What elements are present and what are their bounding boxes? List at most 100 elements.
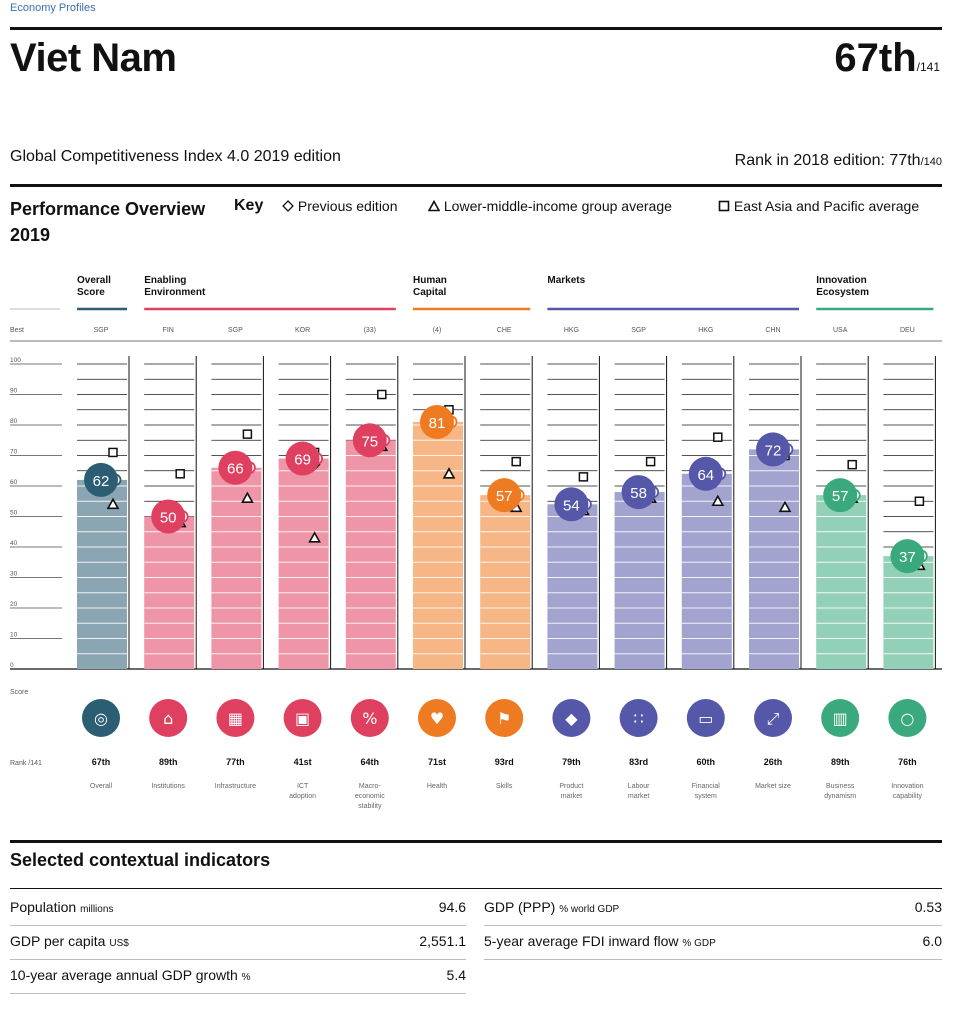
heart-icon-glyph: ♥	[430, 709, 444, 728]
score-bubble	[756, 432, 790, 467]
pillar-name: Market size	[755, 783, 791, 790]
pillar-name: Overall	[90, 783, 113, 790]
key-previous-edition: Previous edition	[282, 198, 398, 214]
key-previous-edition-label: Previous edition	[297, 198, 398, 214]
region-average-marker	[914, 496, 925, 506]
score-bubble	[151, 499, 186, 534]
score-value: 57	[496, 488, 513, 505]
chart-icon	[821, 699, 860, 737]
previous-rank: Rank in 2018 edition: 77th/140	[735, 152, 942, 170]
award-icon	[82, 699, 120, 737]
breadcrumb[interactable]: Economy Profiles	[10, 2, 96, 14]
score-value: 54	[563, 497, 580, 514]
indicator-value: 5.4	[446, 967, 466, 983]
pillar-name: Innovation	[891, 783, 923, 790]
score-bar	[749, 449, 799, 669]
building-icon	[216, 699, 255, 737]
best-economy: CHE	[497, 327, 512, 334]
best-economy: SGP	[94, 327, 109, 334]
building-icon-glyph: ▦	[228, 709, 243, 728]
pillar-name: adoption	[289, 793, 316, 800]
income-group-marker	[106, 497, 120, 510]
pillar-name: market	[561, 793, 582, 800]
score-bar	[614, 492, 665, 669]
pillar-name: market	[628, 793, 649, 800]
group-label: Innovation	[816, 275, 867, 286]
y-tick-label: 80	[10, 418, 18, 425]
region-average-marker	[242, 429, 253, 439]
score-bar	[883, 556, 934, 669]
score-value: 75	[361, 433, 378, 450]
indicator-gdp-per-capita: GDP per capita US$ 2,551.1	[10, 925, 466, 960]
previous-rank-total: /140	[920, 156, 942, 168]
score-bar	[816, 495, 867, 669]
diamond-icon	[282, 200, 294, 212]
expand-icon	[754, 699, 792, 737]
group-label: Environment	[144, 287, 206, 298]
overall-rank: 67th/141	[834, 36, 940, 81]
score-bubble	[285, 441, 320, 476]
bulb-icon-glyph: ○	[900, 709, 914, 728]
score-value: 50	[160, 510, 177, 527]
score-value: 64	[697, 467, 714, 484]
score-bubble	[554, 487, 589, 522]
pillar-name: ICT	[297, 783, 309, 790]
y-tick-label: 90	[10, 388, 18, 395]
bulb-icon	[888, 699, 927, 737]
square-icon	[718, 200, 730, 212]
overview-title: Performance Overview 2019	[10, 199, 206, 245]
key-income-group-label: Lower-middle-income group average	[443, 198, 672, 214]
group-label: Markets	[547, 275, 585, 286]
context-table-rule	[10, 888, 942, 889]
income-group-marker	[711, 494, 725, 507]
score-bar	[413, 421, 463, 669]
pillar-rank: 71st	[428, 757, 446, 767]
best-economy: KOR	[295, 327, 310, 334]
y-tick-label: 40	[10, 540, 18, 547]
expand-icon-glyph: ⤢	[767, 709, 780, 728]
y-tick-label: 20	[10, 601, 18, 608]
indicator-value: 6.0	[922, 933, 942, 949]
score-bar	[681, 473, 732, 669]
best-economy: HKG	[564, 327, 579, 334]
region-average-marker	[377, 389, 387, 400]
percent-icon	[350, 699, 389, 737]
y-tick-label: 60	[10, 479, 18, 486]
y-tick-label: 30	[10, 571, 18, 578]
pillar-name: Macro-	[359, 783, 381, 790]
best-label: Best	[10, 327, 24, 334]
region-average-marker	[847, 459, 857, 470]
pillar-name: Financial	[692, 783, 720, 790]
score-value: 72	[765, 442, 782, 459]
indicator-label: GDP (PPP)	[484, 899, 556, 915]
indicator-value: 94.6	[438, 899, 466, 915]
indicator-unit: % world GDP	[559, 904, 620, 915]
heart-icon	[418, 699, 456, 737]
score-bubble	[84, 462, 118, 497]
y-tick-label: 0	[10, 662, 14, 669]
pillar-rank: 89th	[159, 757, 178, 767]
best-economy: (33)	[364, 327, 376, 334]
score-bubble	[218, 450, 253, 485]
y-tick-label: 100	[10, 357, 21, 364]
context-rule	[10, 840, 942, 843]
group-label: Human	[413, 275, 447, 286]
region-average-marker	[645, 456, 656, 467]
group-label: Score	[77, 287, 105, 298]
region-average-marker	[175, 469, 185, 479]
country-name: Viet Nam	[10, 36, 177, 80]
key-income-group: Lower-middle-income group average	[427, 198, 672, 214]
edition-label: Global Competitiveness Index 4.0 2019 ed…	[10, 148, 341, 165]
score-value: 62	[93, 473, 110, 490]
score-bubble	[823, 478, 858, 513]
group-label: Ecosystem	[816, 287, 869, 298]
triangle-icon	[427, 199, 441, 212]
indicator-gdp-ppp: GDP (PPP) % world GDP 0.53	[484, 891, 942, 926]
score-bar	[278, 458, 329, 669]
key-region-label: East Asia and Pacific average	[733, 198, 920, 214]
best-economy: SGP	[228, 327, 243, 334]
pillar-name: dynamism	[824, 793, 856, 800]
score-value: 57	[832, 488, 849, 505]
indicator-label: 5-year average FDI inward flow	[484, 933, 679, 949]
pillar-rank: 64th	[361, 757, 380, 767]
